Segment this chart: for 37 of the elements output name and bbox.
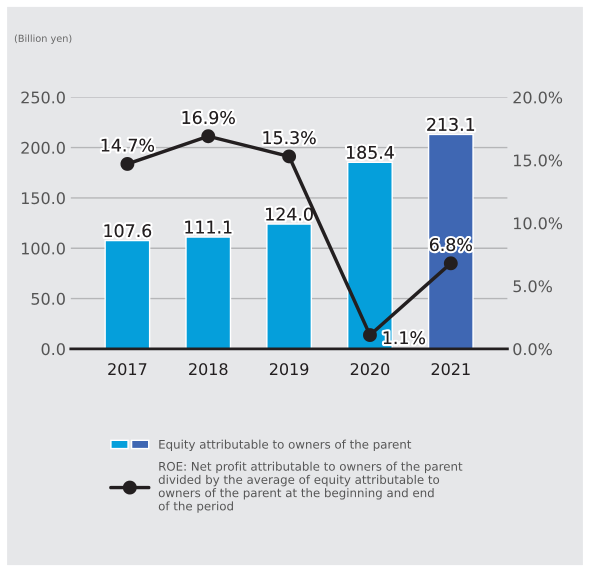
y2-tick-label: 5.0% (513, 280, 552, 292)
data-label: 124.0 (266, 208, 313, 221)
y-tick-label: 150.0 (22, 192, 65, 204)
data-label: 107.6 (104, 224, 152, 238)
x-tick-label: 2020 (350, 363, 390, 376)
legend-label: Equity attributable to owners of the parent (159, 440, 412, 452)
point (444, 256, 458, 270)
bar (185, 236, 232, 349)
y-tick-label: 100.0 (22, 242, 65, 255)
legend-label: ROE: Net profit attributable to owners of the parent divided by the average of equity attributable to owners of the parent at the beginning and end of the period (158, 462, 462, 513)
data-label: 111.1 (185, 220, 232, 234)
y2-tick-label: 20.0% (513, 91, 562, 104)
x-tick-label: 2018 (189, 363, 228, 376)
point (363, 328, 377, 342)
y-tick-label: 200.0 (21, 142, 65, 154)
y2-tick-label: 0.0% (513, 343, 552, 356)
y2-tick-label: 10.0% (514, 217, 562, 230)
y2-tick-label: 15.0% (514, 154, 562, 166)
data-label: 15.3% (263, 131, 316, 144)
bar (266, 223, 312, 349)
point (120, 156, 134, 171)
x-tick-label: 2021 (432, 363, 470, 376)
bar (428, 134, 474, 349)
point (201, 129, 216, 144)
data-label: 213.1 (427, 118, 474, 132)
data-label: 16.9% (182, 110, 235, 124)
y-tick-label: 50.0 (32, 292, 65, 305)
y-tick-label: 0.0 (42, 343, 65, 356)
point (282, 149, 296, 164)
bar (104, 240, 150, 349)
x-tick-label: 2019 (270, 363, 308, 376)
data-label: 14.7% (102, 138, 154, 152)
data-label: 6.8% (430, 238, 472, 252)
data-label: 185.4 (347, 146, 394, 159)
y-tick-label: 250.0 (21, 91, 65, 104)
x-tick-label: 2017 (108, 363, 146, 376)
y-axis-title: (Billion yen) (14, 34, 72, 44)
